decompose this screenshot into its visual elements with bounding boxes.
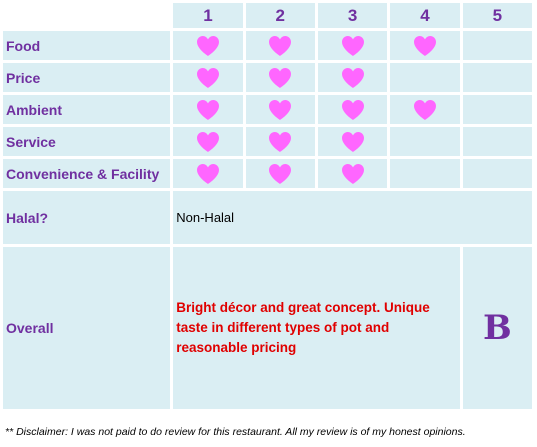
score-header-2: 2 xyxy=(245,3,315,28)
rating-row: Ambient xyxy=(3,95,532,124)
rating-cell xyxy=(462,127,532,156)
rating-cell xyxy=(462,95,532,124)
halal-value: Non-Halal xyxy=(173,191,532,244)
rating-cell xyxy=(317,63,388,92)
rating-cell xyxy=(390,31,460,60)
overall-comment: Bright décor and great concept. Unique t… xyxy=(173,247,460,409)
rating-cell xyxy=(245,31,315,60)
rating-cell xyxy=(245,95,315,124)
rating-cell xyxy=(390,159,460,188)
score-header-4: 4 xyxy=(390,3,460,28)
rating-cell xyxy=(173,31,243,60)
heart-icon xyxy=(195,66,221,90)
heart-icon xyxy=(340,66,366,90)
heart-icon xyxy=(267,98,293,122)
overall-row: Overall Bright décor and great concept. … xyxy=(3,247,532,409)
rating-row: Convenience & Facility xyxy=(3,159,532,188)
rating-row-label: Food xyxy=(3,31,171,60)
heart-icon xyxy=(340,130,366,154)
score-header-1: 1 xyxy=(173,3,243,28)
rating-cell xyxy=(390,95,460,124)
heart-icon xyxy=(267,66,293,90)
rating-cell xyxy=(173,159,243,188)
rating-row-label: Price xyxy=(3,63,171,92)
rating-cell xyxy=(173,63,243,92)
rating-row-label: Service xyxy=(3,127,171,156)
heart-icon xyxy=(195,162,221,186)
rating-cell xyxy=(462,63,532,92)
rating-cell xyxy=(317,127,388,156)
rating-cell xyxy=(173,95,243,124)
heart-icon xyxy=(267,162,293,186)
rating-row-label: Ambient xyxy=(3,95,171,124)
header-blank-cell xyxy=(3,3,171,28)
overall-label: Overall xyxy=(3,247,171,409)
heart-icon xyxy=(412,34,438,58)
rating-table: 1 2 3 4 5 Food Price Ambient Service Conveni… xyxy=(3,3,532,409)
rating-table-body: 1 2 3 4 5 Food Price Ambient Service Conveni… xyxy=(3,3,532,188)
rating-cell xyxy=(245,127,315,156)
heart-icon xyxy=(340,162,366,186)
rating-cell xyxy=(173,127,243,156)
rating-cell xyxy=(317,95,388,124)
heart-icon xyxy=(195,34,221,58)
rating-cell xyxy=(245,159,315,188)
rating-row: Price xyxy=(3,63,532,92)
rating-cell xyxy=(317,31,388,60)
score-header-3: 3 xyxy=(317,3,388,28)
heart-icon xyxy=(195,98,221,122)
heart-icon xyxy=(412,98,438,122)
rating-row-label: Convenience & Facility xyxy=(3,159,171,188)
halal-row: Halal? Non-Halal xyxy=(3,191,532,244)
rating-row: Service xyxy=(3,127,532,156)
summary-table-body: Halal? Non-Halal Overall Bright décor an… xyxy=(3,191,532,409)
heart-icon xyxy=(195,130,221,154)
header-row: 1 2 3 4 5 xyxy=(3,3,532,28)
halal-label: Halal? xyxy=(3,191,171,244)
rating-cell xyxy=(390,63,460,92)
rating-cell xyxy=(462,159,532,188)
disclaimer-text: ** Disclaimer: I was not paid to do revi… xyxy=(5,426,466,438)
heart-icon xyxy=(340,34,366,58)
overall-grade: B xyxy=(462,247,532,409)
score-header-5: 5 xyxy=(462,3,532,28)
rating-cell xyxy=(317,159,388,188)
heart-icon xyxy=(340,98,366,122)
rating-cell xyxy=(245,63,315,92)
heart-icon xyxy=(267,34,293,58)
rating-cell xyxy=(462,31,532,60)
heart-icon xyxy=(267,130,293,154)
rating-cell xyxy=(390,127,460,156)
rating-row: Food xyxy=(3,31,532,60)
